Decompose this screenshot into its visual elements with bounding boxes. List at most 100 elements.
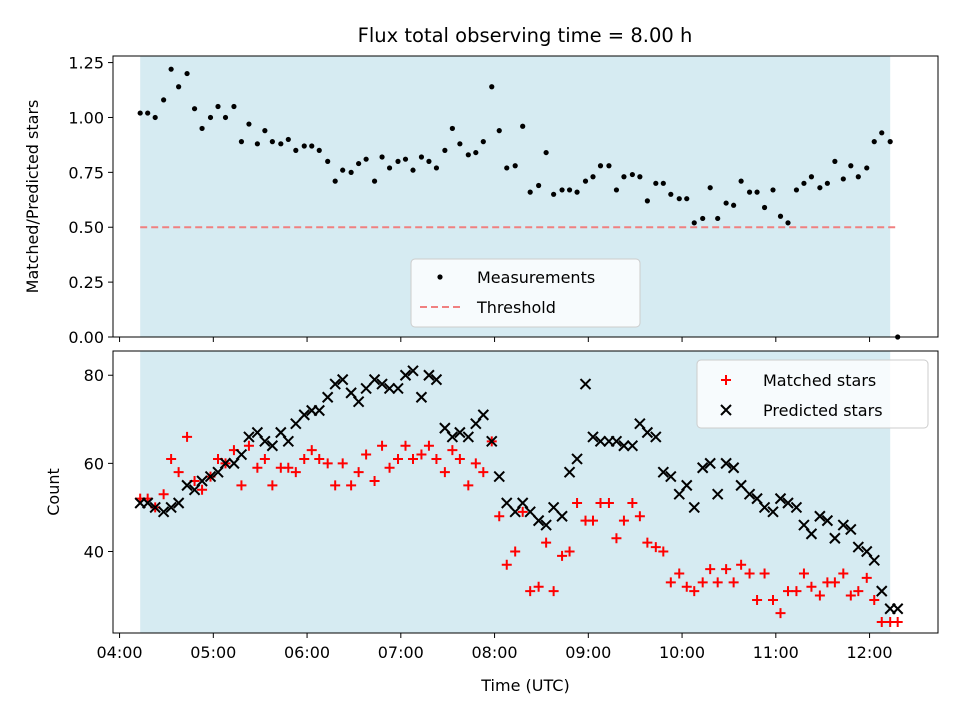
matched-stars-point	[658, 546, 669, 557]
predicted-stars-point	[383, 382, 396, 395]
measurement-point	[222, 114, 229, 121]
matched-stars-point	[525, 586, 536, 597]
matched-stars-point	[447, 445, 458, 456]
legend-label: Threshold	[476, 298, 556, 317]
matched-stars-point	[361, 449, 372, 460]
matched-stars-point	[861, 572, 872, 583]
predicted-stars-point	[774, 492, 787, 505]
measurement-point	[597, 163, 604, 169]
predicted-stars-point	[352, 395, 365, 408]
measurement-point	[379, 154, 385, 160]
measurement-point	[176, 84, 182, 90]
predicted-stars-point	[423, 369, 435, 381]
measurement-point	[418, 154, 425, 160]
predicted-stars-point	[141, 497, 154, 509]
predicted-stars-point	[876, 585, 888, 597]
matched-stars-point	[634, 511, 645, 522]
predicted-stars-point	[430, 373, 443, 386]
series-layer	[134, 365, 904, 627]
predicted-stars-point	[821, 514, 834, 527]
matched-stars-point	[252, 462, 263, 473]
matched-stars-point	[346, 480, 357, 491]
measurement-point	[676, 196, 682, 202]
predicted-stars-point	[814, 510, 826, 522]
predicted-stars-point	[477, 409, 490, 421]
matched-stars-point	[408, 453, 418, 464]
measurement-point	[473, 149, 479, 156]
matched-stars-point	[564, 546, 575, 557]
matched-stars-point	[869, 594, 880, 605]
matched-stars-point	[557, 550, 568, 561]
measurement-point	[879, 130, 885, 136]
measurement-point	[754, 189, 760, 195]
measurement-point	[278, 141, 284, 147]
measurement-point	[348, 169, 354, 175]
predicted-stars-point	[805, 528, 818, 540]
predicted-stars-point	[360, 382, 372, 395]
matched-stars-point	[650, 542, 661, 553]
measurement-point	[137, 110, 143, 116]
measurement-point	[199, 125, 205, 132]
measurement-point	[606, 163, 612, 169]
legend-box	[696, 359, 929, 429]
measurement-point	[386, 165, 393, 171]
y-tick-label: 80	[84, 366, 104, 385]
predicted-stars-point	[336, 373, 349, 386]
series-layer	[137, 66, 901, 340]
measurement-point	[691, 220, 697, 226]
measurement-point	[168, 66, 174, 72]
measurement-point	[410, 167, 416, 173]
measurement-point	[887, 139, 893, 145]
matched-stars-point	[431, 453, 442, 464]
predicted-stars-point	[462, 431, 475, 443]
measurement-point	[582, 178, 589, 184]
matched-stars-point	[892, 616, 903, 627]
matched-stars-point	[845, 590, 856, 601]
axes-frame	[112, 350, 939, 634]
measurement-point	[855, 174, 861, 180]
measurement-point	[644, 198, 650, 204]
matched-stars-point	[759, 568, 770, 579]
matched-stars-point	[463, 480, 474, 491]
matched-stars-point	[736, 559, 747, 570]
predicted-stars-point	[235, 448, 248, 461]
matched-stars-point	[838, 568, 849, 579]
matched-stars-point	[744, 568, 755, 579]
matched-stars-point	[876, 616, 887, 627]
predicted-stars-point	[446, 431, 459, 443]
measurement-point	[426, 158, 432, 164]
measurement-point	[363, 156, 369, 162]
matched-stars-point	[572, 498, 583, 509]
predicted-stars-point	[563, 466, 576, 478]
matched-stars-point	[603, 498, 614, 509]
predicted-stars-point	[790, 501, 803, 514]
measurement-point	[613, 187, 620, 193]
predicted-stars-point	[415, 391, 428, 403]
predicted-stars-point	[587, 431, 599, 443]
measurement-point	[864, 165, 870, 171]
measurement-point	[520, 123, 526, 129]
matched-stars-point	[330, 480, 341, 491]
predicted-stars-point	[524, 506, 536, 518]
measurement-point	[480, 139, 486, 145]
predicted-stars-point	[149, 501, 161, 514]
measurement-point	[231, 103, 237, 110]
measurement-point	[801, 180, 807, 186]
measurement-point	[161, 97, 167, 103]
x-tick-label: 07:00	[378, 643, 424, 662]
matched-stars-point	[689, 586, 700, 597]
matched-stars-point	[393, 453, 403, 464]
x-tick-label: 12:00	[847, 643, 893, 662]
predicted-stars-point	[376, 378, 388, 390]
predicted-stars-point	[219, 457, 232, 470]
measurement-point	[191, 106, 198, 112]
legend-box	[410, 258, 641, 328]
matched-stars-point	[783, 586, 793, 597]
predicted-stars-point	[266, 440, 279, 452]
predicted-stars-point	[556, 510, 568, 522]
count-panel: 40 60 80 04:00 05:00 06:00 07:00 08:00 09:00 10:0…	[44, 350, 939, 695]
matched-stars-point	[588, 515, 598, 526]
matched-stars-point	[166, 453, 177, 464]
predicted-stars-point	[758, 501, 771, 514]
measurement-point	[489, 84, 495, 90]
